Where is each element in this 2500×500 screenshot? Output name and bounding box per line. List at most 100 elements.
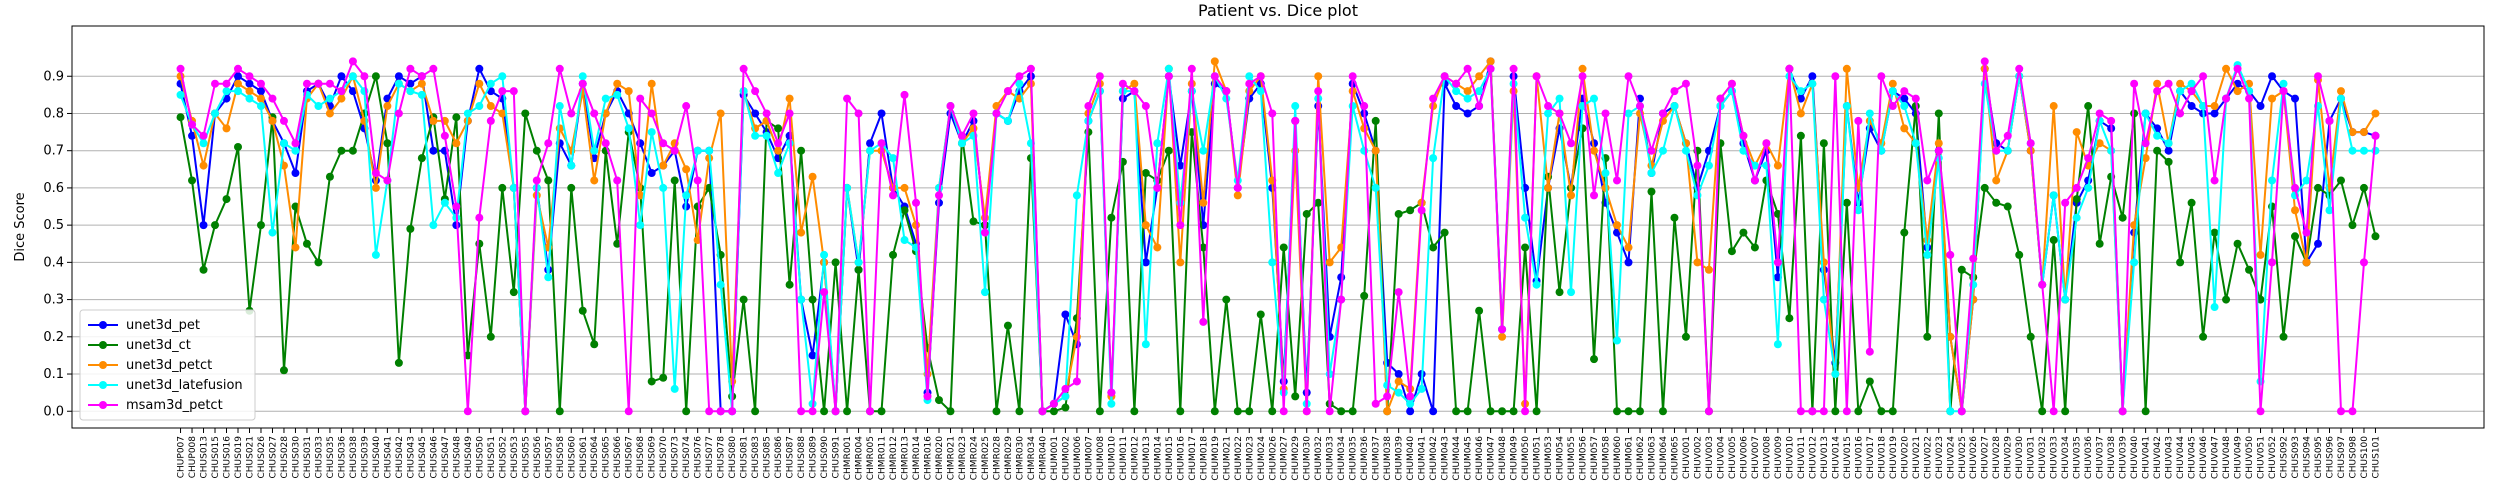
point — [1406, 399, 1415, 408]
point — [2049, 102, 2058, 111]
point — [279, 116, 288, 125]
point — [1590, 146, 1599, 155]
point — [360, 72, 369, 81]
point — [1831, 407, 1840, 416]
point — [1521, 407, 1530, 416]
x-tick-label: CHUS056 — [533, 436, 543, 479]
point — [1279, 243, 1288, 252]
point — [659, 139, 668, 148]
x-tick-label: CHUV016 — [1854, 436, 1864, 479]
point — [774, 169, 783, 178]
x-tick-label: CHUM039 — [1395, 436, 1405, 481]
x-tick-label: CHUM016 — [1176, 436, 1186, 481]
x-tick-label: CHUS087 — [786, 436, 796, 479]
point — [1842, 64, 1851, 73]
point — [555, 102, 564, 111]
point — [912, 221, 921, 230]
point — [1544, 102, 1553, 111]
point — [659, 373, 668, 382]
x-tick-label: CHMR016 — [924, 436, 934, 481]
point — [762, 131, 771, 140]
point — [831, 407, 840, 416]
point — [797, 295, 806, 304]
x-tick-label: CHUS027 — [268, 436, 278, 479]
point — [1613, 221, 1622, 230]
point — [1877, 72, 1886, 81]
x-tick-label: CHUV008 — [1762, 436, 1772, 479]
point — [406, 64, 415, 73]
point — [498, 109, 507, 118]
x-tick-label: CHMR021 — [946, 436, 956, 480]
point — [613, 79, 622, 88]
point — [1371, 183, 1380, 192]
y-tick-label: 0.6 — [43, 181, 64, 196]
point — [1049, 399, 1058, 408]
point — [785, 94, 794, 103]
point — [923, 392, 932, 401]
x-tick-label: CHUS100 — [2360, 436, 2370, 479]
point — [1693, 191, 1702, 200]
point — [1107, 399, 1116, 408]
point — [578, 72, 587, 81]
point — [211, 221, 220, 230]
point — [1842, 102, 1851, 111]
point — [1130, 407, 1139, 416]
point — [1360, 102, 1369, 111]
point — [2176, 109, 2185, 118]
point — [2061, 407, 2070, 416]
x-tick-label: CHUS046 — [429, 436, 439, 479]
point — [1314, 198, 1323, 207]
y-tick-label: 0.9 — [43, 69, 64, 84]
x-tick-label: CHUS076 — [694, 436, 704, 479]
point — [613, 239, 622, 248]
point — [808, 407, 817, 416]
point — [2314, 183, 2323, 192]
point — [256, 79, 265, 88]
x-tick-label: CHUM019 — [1211, 436, 1221, 481]
point — [1635, 102, 1644, 111]
point — [1555, 94, 1564, 103]
point — [1371, 399, 1380, 408]
x-tick-label: CHUM001 — [1050, 436, 1060, 481]
x-tick-label: CHUM046 — [1475, 436, 1485, 481]
point — [1923, 176, 1932, 185]
x-tick-label: CHUV038 — [2107, 436, 2117, 479]
point — [199, 131, 208, 140]
x-tick-label: CHUV032 — [2038, 436, 2048, 479]
point — [199, 221, 208, 230]
point — [2336, 94, 2345, 103]
point — [1865, 377, 1874, 386]
point — [1061, 392, 1070, 401]
point — [1888, 87, 1897, 96]
point — [762, 109, 771, 118]
x-tick-label: CHUM055 — [1567, 436, 1577, 481]
series-line — [179, 59, 2377, 414]
x-tick-label: CHUS036 — [337, 436, 347, 479]
point — [682, 191, 691, 200]
point — [1946, 250, 1955, 259]
point — [1750, 243, 1759, 252]
x-tick-label: CHUS090 — [820, 436, 830, 479]
x-tick-label: CHMR014 — [912, 436, 922, 481]
point — [2359, 128, 2368, 137]
x-tick-label: CHUS045 — [418, 436, 428, 479]
point — [969, 217, 978, 226]
x-tick-label: CHUS026 — [257, 436, 267, 479]
point — [2095, 239, 2104, 248]
point — [2187, 102, 2196, 111]
point — [1509, 64, 1518, 73]
point — [417, 154, 426, 163]
point — [463, 407, 472, 416]
point — [2268, 176, 2277, 185]
point — [1015, 407, 1024, 416]
point — [1819, 295, 1828, 304]
point — [371, 169, 380, 178]
x-tick-label: CHMR040 — [1038, 436, 1048, 481]
point — [1337, 295, 1346, 304]
point — [843, 407, 852, 416]
point — [2130, 258, 2139, 267]
point — [394, 358, 403, 367]
point — [1854, 116, 1863, 125]
point — [325, 79, 334, 88]
